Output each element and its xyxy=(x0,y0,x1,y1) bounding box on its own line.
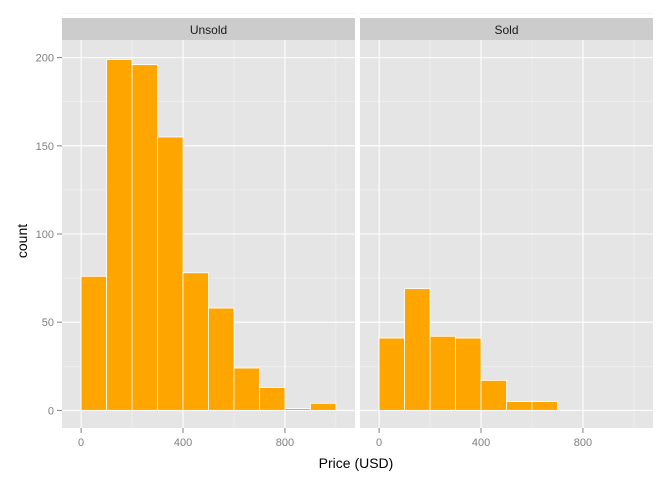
histogram-bar xyxy=(80,275,107,411)
histogram-bar xyxy=(480,379,507,411)
histogram-bar xyxy=(404,288,431,411)
histogram-bar xyxy=(182,272,209,411)
x-tick-label: 0 xyxy=(78,437,84,449)
x-tick-label: 0 xyxy=(376,437,382,449)
histogram-bar xyxy=(106,59,133,411)
y-tick-label: 100 xyxy=(36,229,54,241)
histogram-bar xyxy=(131,64,158,411)
x-tick-label: 400 xyxy=(472,437,490,449)
x-tick-label: 400 xyxy=(174,437,192,449)
y-axis: 0 50 100 150 200 xyxy=(36,53,62,417)
histogram-bar xyxy=(310,402,337,411)
x-tick-label: 800 xyxy=(276,437,294,449)
histogram-bar xyxy=(455,337,482,411)
x-tick-label: 800 xyxy=(574,437,592,449)
histogram-bar xyxy=(378,337,405,411)
histogram-bar xyxy=(284,408,311,411)
facet-panel-sold: Sold 0 400 800 xyxy=(360,13,653,449)
x-axis-title: Price (USD) xyxy=(319,455,394,471)
y-tick-label: 150 xyxy=(36,141,54,153)
facet-strip xyxy=(360,18,653,40)
histogram-bar xyxy=(429,335,456,411)
y-axis-title: count xyxy=(14,224,30,258)
histogram-bar xyxy=(208,307,235,411)
facet-strip-label: Sold xyxy=(494,23,518,37)
y-tick-label: 200 xyxy=(36,53,54,65)
y-tick-label: 0 xyxy=(48,405,54,417)
facet-strip xyxy=(62,18,355,40)
facet-panel-unsold: Unsold 0 400 800 xyxy=(62,13,355,449)
facet-strip-label: Unsold xyxy=(190,23,227,37)
y-tick-label: 50 xyxy=(42,317,54,329)
histogram-bar xyxy=(259,387,286,411)
histogram-bar xyxy=(506,401,533,411)
histogram-bar xyxy=(531,401,558,411)
histogram-bar xyxy=(157,136,184,411)
histogram-bar xyxy=(233,367,260,411)
facet-panels: Unsold 0 400 800 Sold 0 400 800 xyxy=(62,13,653,449)
